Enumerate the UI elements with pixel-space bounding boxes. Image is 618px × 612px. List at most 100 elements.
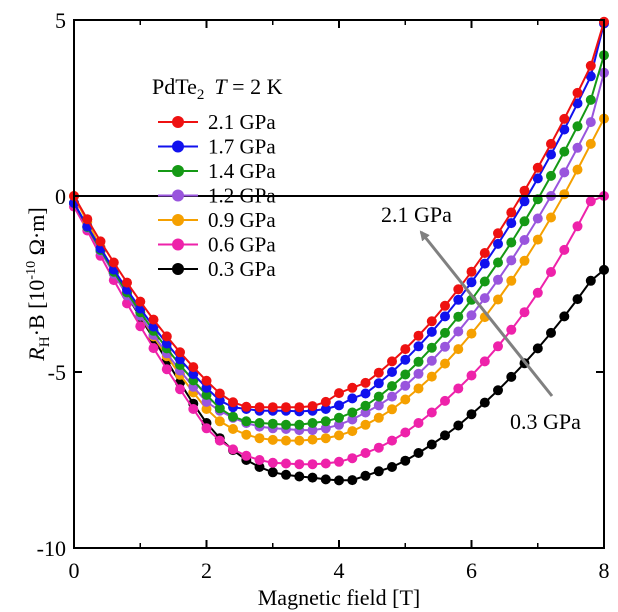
x-tick-label: 6 [466,558,477,583]
data-point [413,330,424,341]
annotation-high-pressure: 2.1 GPa [381,202,452,227]
data-point [294,402,305,413]
data-point [175,354,185,365]
data-point [519,185,530,196]
y-label-mid: ·B [10 [24,280,49,337]
data-point [479,258,490,269]
series-2.1-gpa [69,16,609,413]
data-point [493,341,503,352]
data-point [214,388,225,399]
x-axis-label: Magnetic field [T] [258,585,421,610]
data-point [479,397,490,408]
data-point [453,284,464,295]
data-point [188,404,199,414]
legend-entry: 0.3 GPa [158,257,276,281]
plot-frame [73,19,605,549]
data-point [267,467,278,478]
data-point [82,214,93,225]
data-point [453,311,464,322]
data-point [214,435,225,446]
data-point [201,396,212,407]
data-point [572,87,583,98]
data-point [453,294,464,305]
data-point [506,255,517,266]
data-point [214,403,225,414]
axes-layer [73,19,605,549]
legend-swatch-marker [172,165,184,177]
data-point [440,327,450,338]
data-point [546,138,556,149]
data-point [546,149,556,160]
data-point [426,316,437,327]
data-point [122,277,132,288]
data-point [254,402,265,413]
data-point [294,471,305,482]
data-point [493,294,503,305]
y-label-tail: Ω·m] [24,207,49,261]
data-point [201,389,212,400]
data-point [426,407,437,418]
data-point [175,347,185,358]
ticks-layer: 0 2 4 6 8 -10 -5 0 5 [37,8,610,583]
data-point [267,402,278,413]
data-point [161,364,172,375]
data-point [572,294,583,305]
data-point [334,400,344,411]
data-point [214,416,225,427]
data-point [360,388,371,399]
data-point [440,430,450,441]
data-point [347,475,358,486]
data-point [493,257,503,268]
data-point [307,459,318,470]
legend-material-sub: 2 [197,87,205,103]
data-point [585,275,596,286]
data-point [228,411,238,422]
legend-entry: 1.2 GPa [158,184,276,208]
data-point [519,235,530,245]
data-point [228,424,238,434]
data-point [267,418,278,429]
data-point [559,244,570,255]
legend-temp-var: T [214,74,228,99]
data-point [479,293,490,304]
series-line [73,72,605,432]
y-tick-label: 5 [55,8,66,33]
data-point [241,450,252,461]
y-label-main: R [24,347,49,362]
legend-label: 0.9 GPa [208,208,276,232]
legend-swatch-marker [172,263,184,275]
data-point [347,453,358,464]
data-point [413,368,424,379]
data-point [254,418,265,428]
data-point [532,287,543,298]
data-point [201,423,212,434]
data-point [546,170,556,181]
data-point [320,458,331,469]
data-point [479,248,490,258]
data-point [254,433,265,444]
data-point [294,419,305,430]
data-point [334,456,344,467]
data-point [519,216,530,227]
pressure-arrow [419,230,554,397]
data-point [307,425,318,436]
y-tick-label: -5 [48,360,66,385]
data-point [135,296,146,307]
data-point [585,117,596,128]
data-point [201,382,212,393]
data-point [267,457,278,468]
data-point [294,435,305,446]
data-point [347,393,358,404]
data-point [426,342,437,353]
data-point [506,275,517,286]
data-point [360,377,371,388]
data-point [228,444,238,455]
data-point [320,474,331,485]
data-point [559,189,570,200]
data-point [400,427,411,438]
data-point [254,462,265,472]
y-label-sub: H [37,336,53,347]
data-point [135,321,146,332]
data-point [400,344,411,355]
